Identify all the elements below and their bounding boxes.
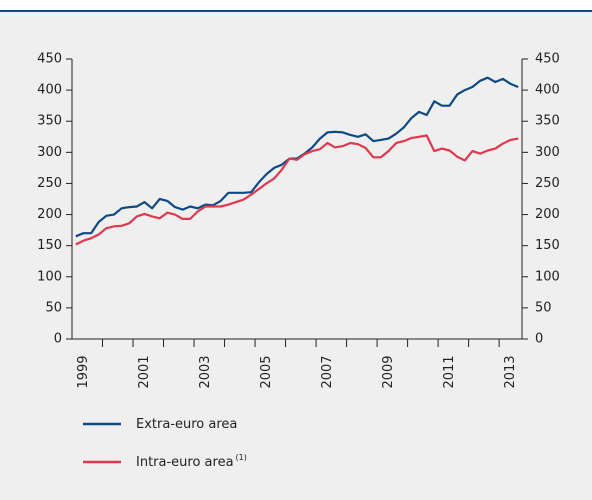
x-tick-label: 2013 (503, 355, 518, 388)
y2-tick-label: 150 (535, 238, 560, 253)
y2-tick-label: 250 (535, 176, 560, 191)
y-tick-label: 350 (37, 114, 62, 129)
x-tick-label: 2011 (442, 355, 457, 388)
legend-text: Intra-euro area (136, 455, 234, 470)
panel (0, 12, 592, 500)
y2-tick-label: 100 (535, 269, 560, 284)
y-tick-label: 50 (45, 300, 62, 315)
x-tick-label: 2001 (137, 355, 152, 388)
y-tick-label: 300 (37, 145, 62, 160)
legend-note: (1) (236, 453, 247, 462)
y2-tick-label: 350 (535, 114, 560, 129)
legend-label: Intra-euro area (1) (136, 453, 247, 470)
y-tick-label: 400 (37, 83, 62, 98)
y2-tick-label: 50 (535, 300, 552, 315)
x-tick-label: 2003 (198, 355, 213, 388)
x-tick-label: 2005 (259, 355, 274, 388)
y-tick-label: 0 (54, 332, 62, 347)
x-tick-label: 2009 (381, 355, 396, 388)
y-tick-label: 250 (37, 176, 62, 191)
x-tick-label: 1999 (76, 355, 91, 388)
y-tick-label: 200 (37, 207, 62, 222)
y2-tick-label: 200 (535, 207, 560, 222)
x-tick-label: 2007 (320, 355, 335, 388)
y-tick-label: 150 (37, 238, 62, 253)
y2-tick-label: 400 (535, 83, 560, 98)
y-tick-label: 450 (37, 52, 62, 67)
y-tick-label: 100 (37, 269, 62, 284)
y2-tick-label: 300 (535, 145, 560, 160)
series-line (75, 134, 519, 246)
legend-label: Extra-euro area (136, 417, 237, 432)
y2-tick-label: 0 (535, 332, 543, 347)
y2-tick-label: 450 (535, 52, 560, 67)
legend-text: Extra-euro area (136, 417, 237, 432)
